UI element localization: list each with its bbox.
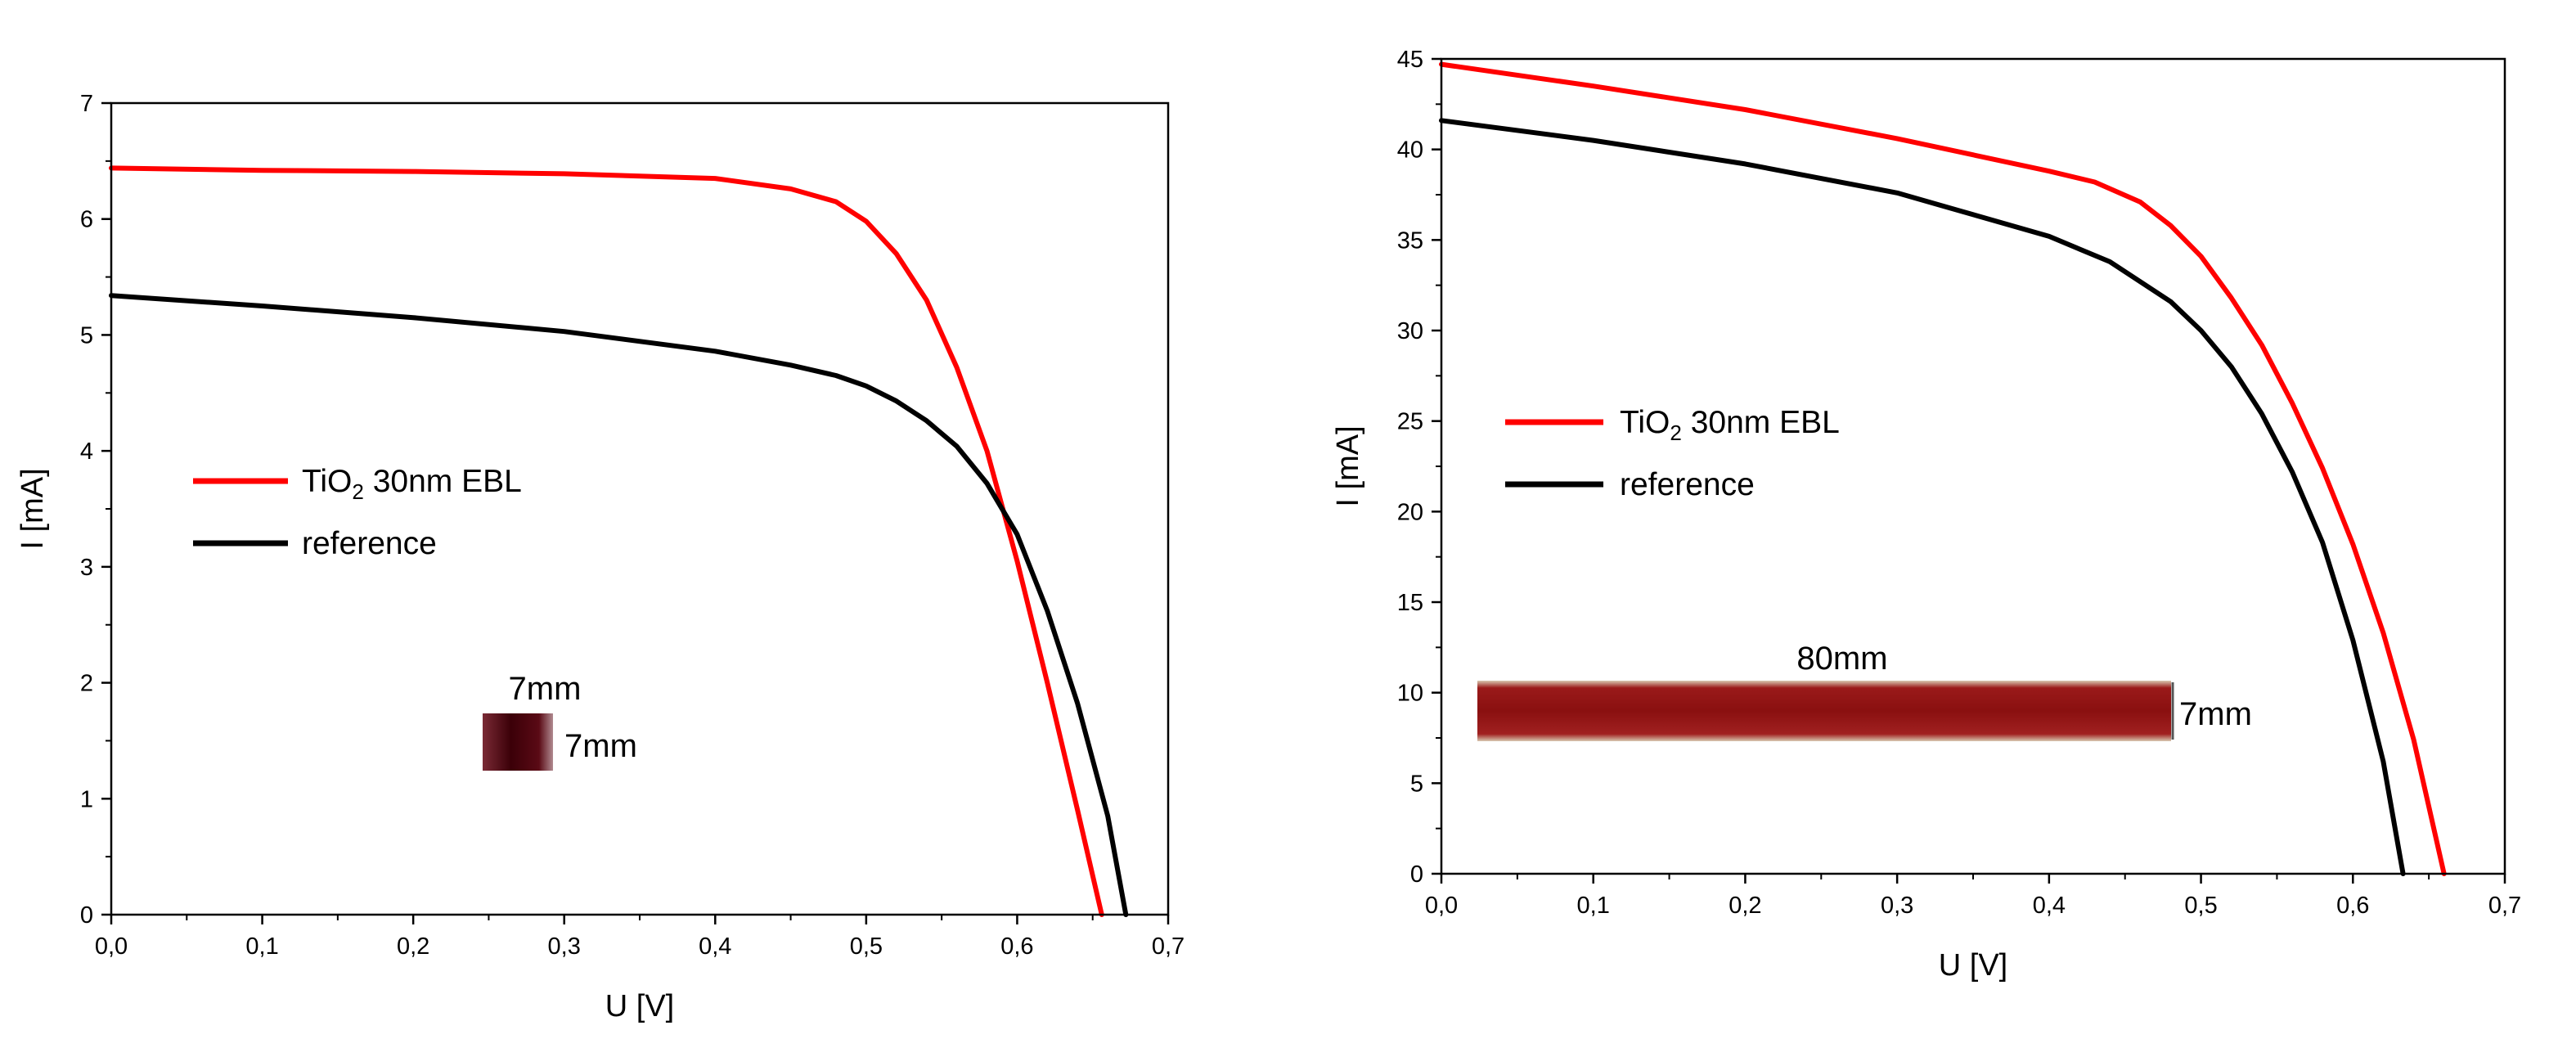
right-legend-label-tio2: TiO2 30nm EBL [1620,405,1840,445]
left-sample-photo: 7mm 7mm [483,671,637,771]
right-x-tick-label: 0,7 [2488,893,2521,919]
right-y-tick-label: 30 [1397,318,1423,344]
left-sample-square [483,713,553,771]
left-x-axis-title: U [V] [605,989,674,1023]
left-x-tick-label: 0,7 [1152,933,1185,960]
right-y-tick-label: 25 [1397,409,1423,435]
right-photo-width-label: 80mm [1796,641,1887,677]
left-legend: TiO2 30nm EBL reference [193,464,522,561]
right-y-tick-label: 40 [1397,137,1423,164]
left-x-tick-label: 0,3 [548,933,581,960]
right-series-reference-line [1439,118,2406,876]
right-x-tick-label: 0,0 [1425,893,1458,919]
left-photo-width-label: 7mm [509,671,582,707]
right-x-tick-label: 0,6 [2336,893,2369,919]
left-x-tick-label: 0,2 [397,933,429,960]
left-x-tick-label: 0,6 [1000,933,1033,960]
right-sample-photo: 80mm 7mm [1477,641,2252,741]
right-legend: TiO2 30nm EBL reference [1505,405,1840,502]
right-ticks: 0,0 0,1 0,2 0,3 0,4 0,5 0,6 0,7 0 5 10 15 20 25 30 35 40… [1397,47,2521,919]
right-y-tick-label: 35 [1397,227,1423,254]
right-series-tio2-line [1439,61,2447,876]
left-y-tick-label: 2 [80,671,93,697]
left-x-tick-label: 0,4 [699,933,731,960]
left-y-tick-label: 1 [80,786,93,812]
right-y-tick-label: 10 [1397,681,1423,707]
right-y-tick-label: 0 [1410,861,1423,888]
right-photo-height-label: 7mm [2179,696,2252,732]
left-y-tick-label: 0 [80,902,93,929]
left-plot-frame [110,101,1170,916]
left-x-tick-label: 0,0 [95,933,128,960]
left-y-tick-label: 4 [80,439,93,465]
left-y-tick-label: 7 [80,91,93,117]
right-y-tick-label: 45 [1397,47,1423,73]
left-y-tick-label: 5 [80,322,93,349]
left-y-tick-label: 6 [80,207,93,233]
right-sample-strip [1477,681,2171,741]
left-y-axis-title: I [mA] [16,468,50,549]
left-y-tick-label: 3 [80,555,93,581]
chart-right: 0,0 0,1 0,2 0,3 0,4 0,5 0,6 0,7 0 5 10 15 20 25 30 35 40… [1331,47,2521,983]
right-x-tick-label: 0,4 [2033,893,2066,919]
right-y-tick-label: 15 [1397,590,1423,616]
left-series [109,165,1129,917]
right-x-tick-label: 0,3 [1881,893,1913,919]
right-x-axis-title: U [V] [1939,948,2007,983]
right-x-tick-label: 0,2 [1729,893,1761,919]
left-x-tick-label: 0,5 [850,933,883,960]
right-y-tick-label: 20 [1397,499,1423,525]
left-ticks: 0,0 0,1 0,2 0,3 0,4 0,5 0,6 0,7 0 1 2 3 4 5 6 7 [80,91,1185,960]
right-legend-label-reference: reference [1620,467,1755,502]
left-legend-label-reference: reference [302,526,437,561]
left-x-tick-label: 0,1 [245,933,278,960]
left-photo-height-label: 7mm [564,728,637,764]
right-plot-frame [1440,57,2506,875]
chart-left: 0,0 0,1 0,2 0,3 0,4 0,5 0,6 0,7 0 1 2 3 4 5 6 7 U [V] I… [16,91,1185,1023]
left-legend-label-tio2: TiO2 30nm EBL [302,464,522,504]
right-y-axis-title: I [mA] [1331,425,1365,506]
right-y-tick-label: 5 [1410,771,1423,797]
right-series [1439,61,2447,876]
left-series-reference-line [109,293,1129,917]
right-x-tick-label: 0,1 [1577,893,1610,919]
right-x-tick-label: 0,5 [2184,893,2217,919]
left-series-tio2-line [109,165,1104,917]
